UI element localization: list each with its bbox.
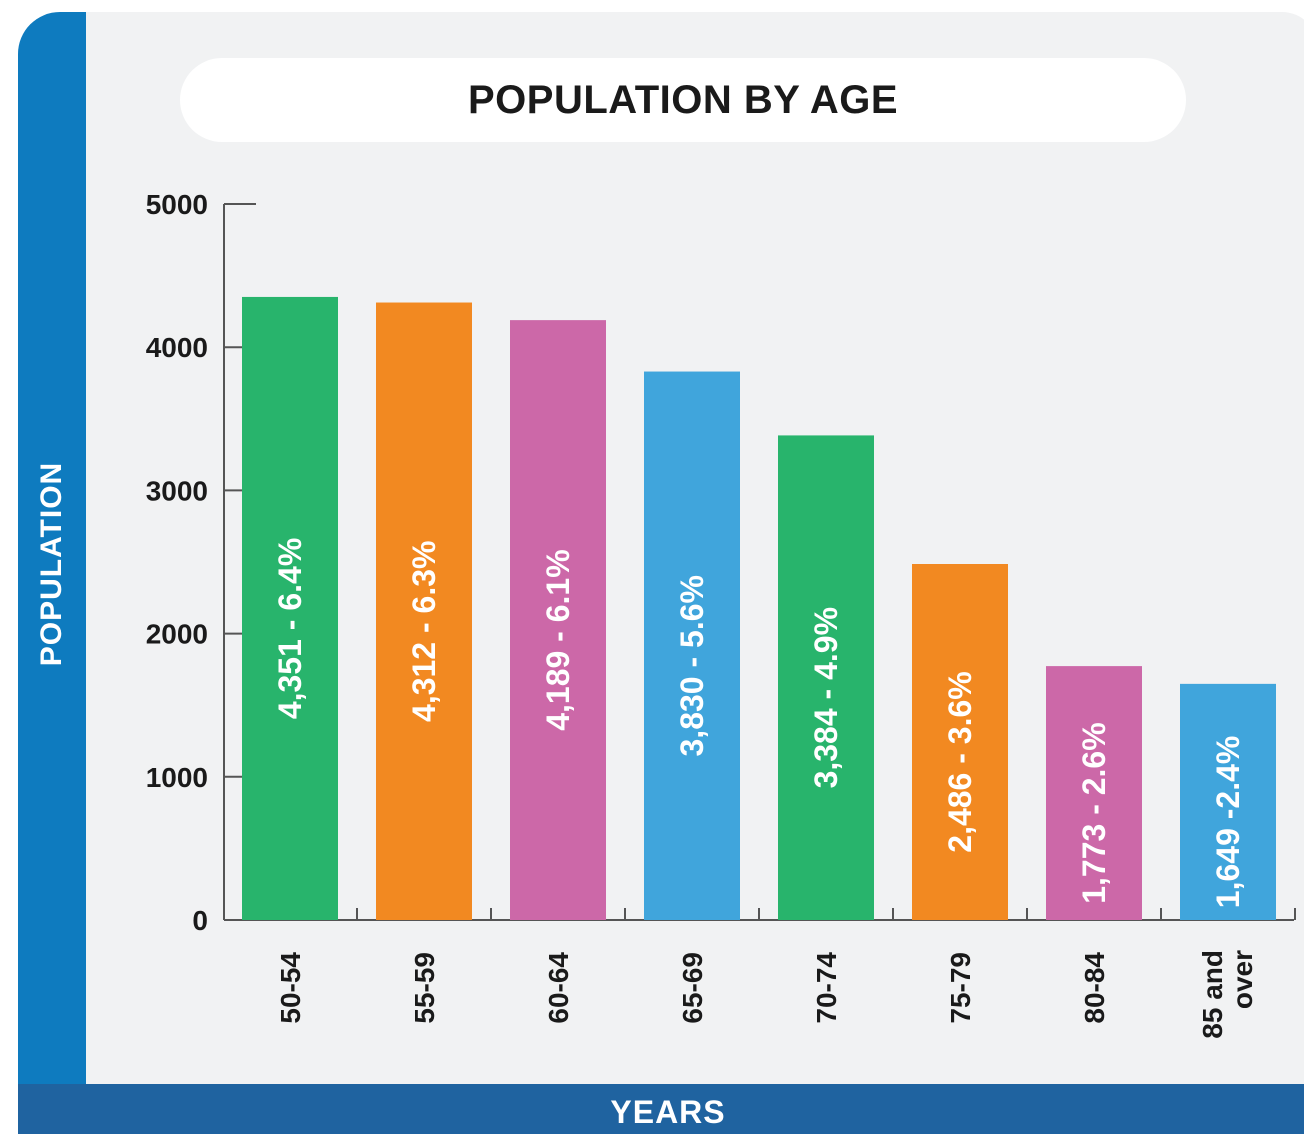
chart-title: POPULATION BY AGE [467,77,899,122]
bar-data-label: 4,189 - 6.1% [540,549,576,730]
title-pill: POPULATION BY AGE [180,58,1186,142]
bar [1180,683,1276,920]
y-tick-label: 4000 [146,332,208,363]
bar [242,296,338,921]
bar-data-label: 4,351 - 6.4% [272,538,308,719]
chart-card: POPULATION YEARS POPULATION BY AGE [18,12,1304,1134]
x-tick-label: 65-69 [677,952,708,1024]
bar [778,435,874,920]
x-tick-label: 85 and [1197,950,1228,1039]
y-tick-label: 1000 [146,762,208,793]
bar-data-label: 4,312 - 6.3% [406,541,442,722]
bar [510,320,606,920]
bar-data-label: 3,384 - 4.9% [808,607,844,788]
x-tick-label: over [1227,950,1258,1009]
bar [1046,666,1142,920]
bar-data-label: 3,830 - 5.6% [674,575,710,756]
y-tick-label: 0 [192,905,208,936]
x-tick-label: 50-54 [275,952,306,1024]
x-tick-label: 75-79 [945,952,976,1024]
x-tick-label: 55-59 [409,952,440,1024]
x-tick-label: 70-74 [811,952,842,1024]
bar-data-label: 1,773 - 2.6% [1076,722,1112,903]
bar-data-label: 2,486 - 3.6% [942,671,978,852]
x-tick-label: 60-64 [543,952,574,1024]
x-axis-title: YEARS [610,1094,726,1130]
bar-data-label: 1,649 -2.4% [1210,736,1246,909]
y-tick-label: 2000 [146,619,208,650]
y-tick-label: 3000 [146,475,208,506]
y-tick-label: 5000 [146,189,208,220]
bar [912,564,1008,920]
bar [376,302,472,920]
x-tick-label: 80-84 [1079,952,1110,1024]
x-axis-band: YEARS [18,1084,1304,1134]
bar [644,371,740,920]
y-axis-band: POPULATION [18,12,86,1084]
